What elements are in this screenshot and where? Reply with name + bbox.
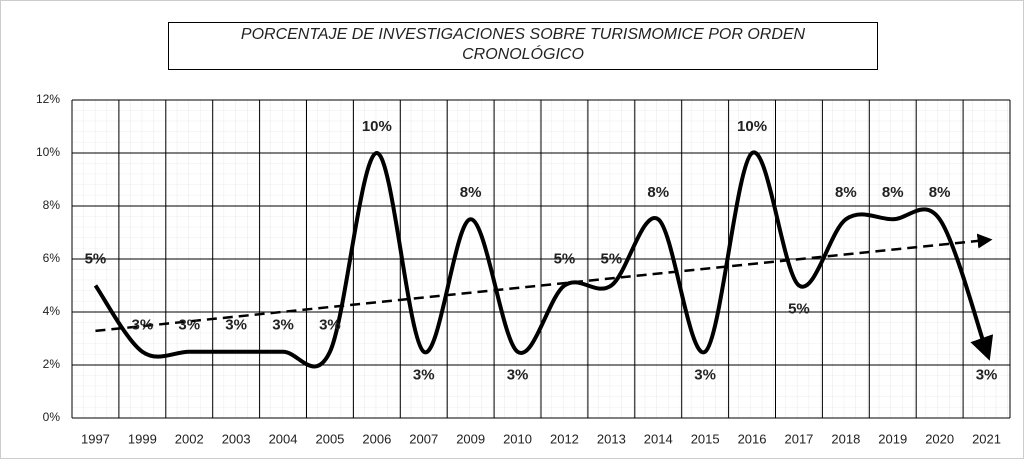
data-label: 3% bbox=[178, 317, 200, 334]
x-tick-label: 2017 bbox=[784, 431, 813, 446]
data-label: 8% bbox=[460, 184, 482, 201]
data-label: 8% bbox=[929, 184, 951, 201]
x-tick-label: 2018 bbox=[831, 431, 860, 446]
y-tick-label: 12% bbox=[36, 92, 60, 106]
data-label: 5% bbox=[788, 300, 810, 317]
data-label: 5% bbox=[554, 250, 576, 267]
data-label: 3% bbox=[132, 317, 154, 334]
trend-line bbox=[95, 233, 993, 333]
x-tick-label: 2016 bbox=[738, 431, 767, 446]
x-tick-label: 2009 bbox=[456, 431, 485, 446]
data-label: 8% bbox=[835, 184, 857, 201]
data-line bbox=[93, 150, 994, 369]
x-tick-label: 1997 bbox=[81, 431, 110, 446]
x-tick-label: 2013 bbox=[597, 431, 626, 446]
data-label: 5% bbox=[85, 250, 107, 267]
chart-title: PORCENTAJE DE INVESTIGACIONES SOBRE TURI… bbox=[168, 22, 878, 70]
data-label: 3% bbox=[413, 367, 435, 384]
y-tick-label: 10% bbox=[36, 145, 60, 159]
data-label: 3% bbox=[507, 367, 529, 384]
data-label: 5% bbox=[601, 250, 623, 267]
x-tick-label: 2004 bbox=[269, 431, 298, 446]
data-label: 3% bbox=[225, 317, 247, 334]
x-tick-label: 2007 bbox=[409, 431, 438, 446]
y-tick-label: 2% bbox=[43, 357, 61, 371]
x-tick-label: 1999 bbox=[128, 431, 157, 446]
data-label: 3% bbox=[272, 317, 294, 334]
data-label: 8% bbox=[882, 184, 904, 201]
x-tick-label: 2020 bbox=[925, 431, 954, 446]
x-tick-label: 2010 bbox=[503, 431, 532, 446]
data-label: 3% bbox=[319, 317, 341, 334]
data-label: 10% bbox=[737, 118, 767, 135]
data-label: 10% bbox=[362, 118, 392, 135]
y-tick-label: 4% bbox=[43, 304, 61, 318]
y-tick-label: 0% bbox=[43, 410, 61, 424]
x-tick-label: 2014 bbox=[644, 431, 673, 446]
y-tick-label: 8% bbox=[43, 198, 61, 212]
x-tick-label: 2015 bbox=[691, 431, 720, 446]
data-label: 8% bbox=[647, 184, 669, 201]
x-tick-label: 2012 bbox=[550, 431, 579, 446]
x-tick-label: 2019 bbox=[878, 431, 907, 446]
data-label: 3% bbox=[976, 367, 998, 384]
x-tick-label: 2021 bbox=[972, 431, 1001, 446]
x-tick-label: 2003 bbox=[222, 431, 251, 446]
y-tick-label: 6% bbox=[43, 251, 61, 265]
data-label: 3% bbox=[694, 367, 716, 384]
x-tick-label: 2006 bbox=[362, 431, 391, 446]
x-tick-label: 2005 bbox=[315, 431, 344, 446]
x-tick-label: 2002 bbox=[175, 431, 204, 446]
